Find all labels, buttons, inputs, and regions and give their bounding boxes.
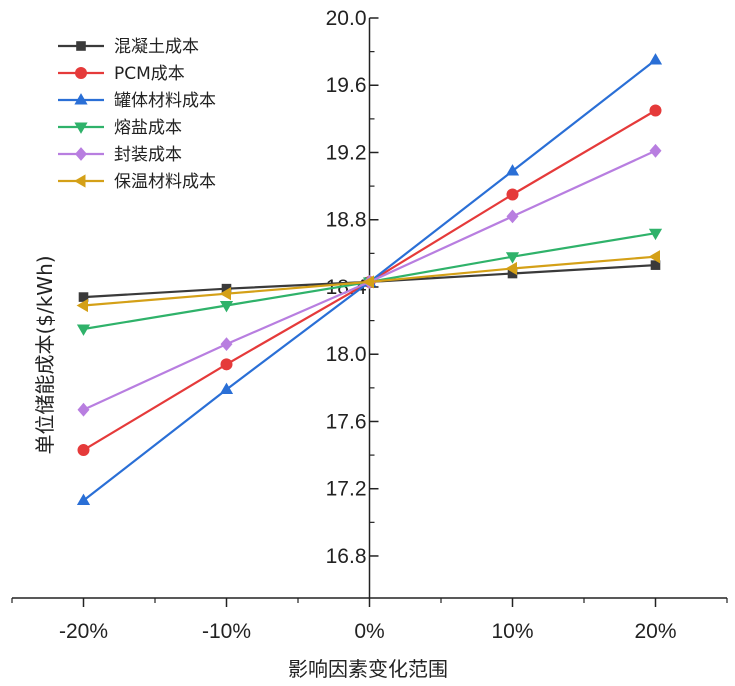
x-tick-label: -20% <box>59 620 108 643</box>
legend-label: 混凝土成本 <box>114 37 199 57</box>
legend-entry: 熔盐成本 <box>58 118 182 138</box>
data-point <box>220 358 233 371</box>
data-point <box>648 53 663 65</box>
data-point <box>505 252 520 264</box>
x-tick-label: -10% <box>202 620 251 643</box>
data-point <box>507 268 518 279</box>
data-point <box>76 493 91 505</box>
x-tick-label: 10% <box>491 620 533 643</box>
x-tick-label: 20% <box>634 620 676 643</box>
legend-entry: PCM成本 <box>58 64 185 84</box>
y-tick-label: 18.8 <box>326 209 367 232</box>
tick-labels: -20% -10% 0% 10% 20%16.817.217.618.018.418.8… <box>59 7 677 643</box>
data-point <box>648 250 660 264</box>
legend-marker <box>74 93 88 105</box>
y-axis-title: 单位储能成本($/kWh) <box>33 255 57 454</box>
legend-label: 保温材料成本 <box>114 172 216 192</box>
legend-entry: 罐体材料成本 <box>58 91 216 111</box>
data-point <box>506 188 519 201</box>
x-axis-title: 影响因素变化范围 <box>288 657 448 681</box>
y-tick-label: 17.6 <box>326 410 367 433</box>
y-tick-label: 16.8 <box>326 545 367 568</box>
legend-marker <box>76 41 86 51</box>
legend-marker <box>75 67 87 79</box>
y-tick-label: 19.2 <box>326 141 367 164</box>
data-point <box>650 260 661 270</box>
y-tick-label: 20.0 <box>326 7 367 30</box>
data-point <box>76 324 91 336</box>
y-tick-label: 19.6 <box>326 74 367 97</box>
legend-marker <box>75 147 87 161</box>
series-6 <box>76 250 660 313</box>
legend-label: 封装成本 <box>114 145 182 165</box>
legend-marker <box>74 122 88 134</box>
data-point <box>362 275 374 289</box>
series-group <box>76 53 663 505</box>
data-point <box>649 104 662 117</box>
data-point <box>220 337 233 352</box>
data-point <box>219 300 234 313</box>
data-point <box>77 444 90 457</box>
axes <box>11 17 728 607</box>
legend-entry: 封装成本 <box>58 145 182 165</box>
legend-entry: 混凝土成本 <box>58 37 199 57</box>
x-tick-label: 0% <box>354 620 384 643</box>
legend-marker <box>74 174 86 188</box>
data-point <box>219 382 234 395</box>
legend-label: 熔盐成本 <box>114 118 182 138</box>
legend-label: PCM成本 <box>114 64 185 84</box>
data-point <box>648 228 663 241</box>
data-point <box>77 402 90 417</box>
legend-entry: 保温材料成本 <box>58 172 216 192</box>
data-point <box>219 287 231 301</box>
legend-label: 罐体材料成本 <box>114 91 216 111</box>
data-point <box>505 164 520 176</box>
data-point <box>76 298 88 313</box>
y-tick-label: 17.2 <box>326 478 367 501</box>
data-point <box>78 292 89 302</box>
data-point <box>506 209 519 224</box>
data-point <box>649 143 662 158</box>
data-point <box>505 261 517 276</box>
y-tick-label: 18.0 <box>326 343 367 366</box>
data-point <box>221 283 232 294</box>
